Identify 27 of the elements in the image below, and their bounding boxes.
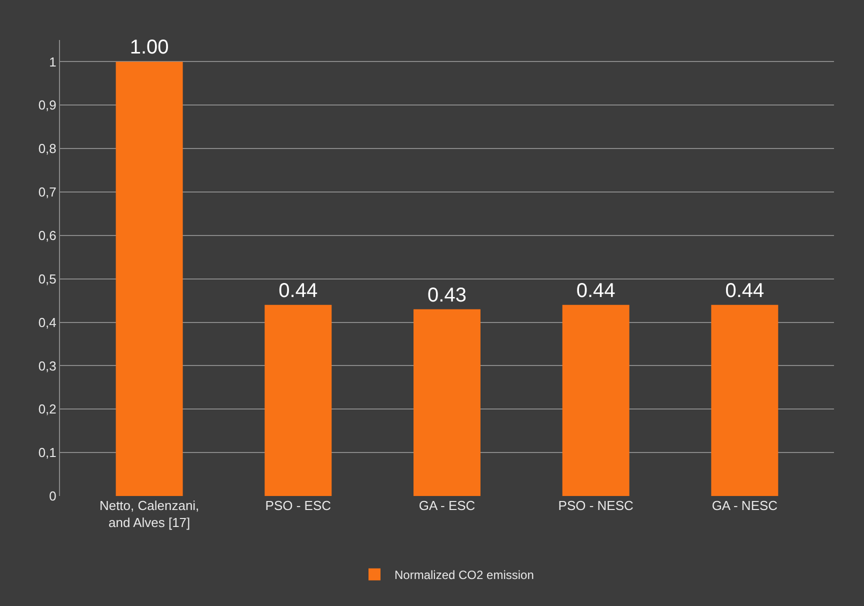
y-tick-label: 0,8 <box>38 141 56 156</box>
x-tick-label: PSO - NESC <box>558 498 634 513</box>
data-label: 0.44 <box>576 280 616 302</box>
data-label: 0.44 <box>725 280 764 302</box>
data-label: 0.44 <box>278 280 318 302</box>
x-tick-label: PSO - ESC <box>265 498 332 513</box>
x-tick-label: Netto, Calenzani, and Alves [17] <box>99 498 200 530</box>
y-tick-label: 0,7 <box>38 184 56 200</box>
bar <box>116 62 183 496</box>
y-tick-label: 1 <box>49 54 56 70</box>
y-tick-label: 0,9 <box>38 98 56 113</box>
x-tick-label: GA - ESC <box>418 498 476 513</box>
bar <box>711 304 778 496</box>
y-tick-label: 0,2 <box>38 402 56 417</box>
legend-label: Normalized CO2 emission <box>394 568 534 582</box>
y-tick-label: 0,6 <box>38 228 56 243</box>
y-tick-label: 0,4 <box>38 314 56 330</box>
bar <box>414 309 480 496</box>
bar <box>264 304 332 496</box>
x-tick-label: GA - NESC <box>712 498 778 513</box>
bar <box>562 304 630 496</box>
y-tick-label: 0 <box>49 488 56 504</box>
y-tick-label: 0,1 <box>38 445 56 460</box>
y-tick-label: 0,5 <box>38 271 56 286</box>
y-tick-label: 0,3 <box>38 358 56 374</box>
data-label: 0.43 <box>428 284 466 306</box>
data-label: 1.00 <box>130 36 169 59</box>
